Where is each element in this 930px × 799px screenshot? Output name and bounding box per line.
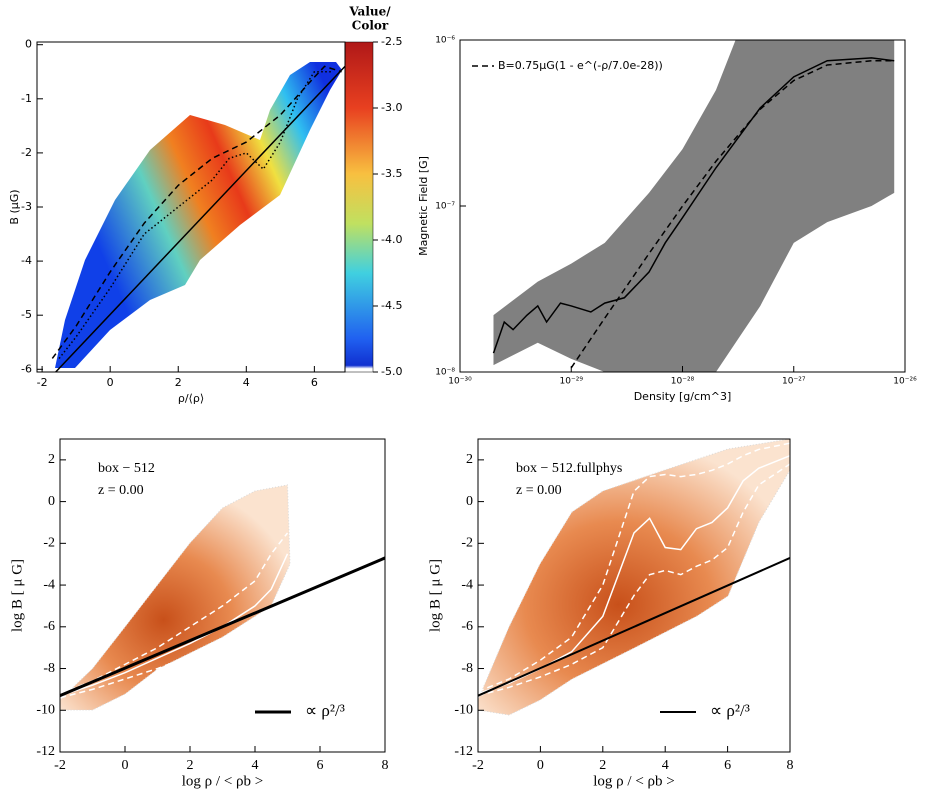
x-axis-label: log ρ / < ρb >	[593, 773, 674, 789]
x-tick-label: 6	[311, 376, 318, 389]
y-tick-label: -4	[461, 577, 473, 592]
series-line	[59, 556, 386, 698]
x-tick-label: 10⁻²⁷	[782, 377, 806, 387]
series-line	[477, 442, 791, 693]
colorbar	[344, 41, 374, 373]
y-tick-label: -2	[21, 146, 32, 159]
y-tick-label: 0	[48, 494, 55, 509]
colorbar-tick-label: -3.5	[381, 167, 402, 180]
annotation: z = 0.00	[516, 483, 562, 498]
colorbar-tick-label: -5.0	[381, 365, 402, 378]
series-line	[477, 557, 791, 697]
y-tick-label: -1	[21, 92, 32, 105]
y-axis-label: Magnetic Field [G]	[417, 156, 430, 256]
x-tick-label: 8	[382, 758, 389, 773]
y-tick-label: -4	[21, 254, 32, 267]
series-line	[58, 71, 332, 359]
x-tick-label: 2	[187, 758, 194, 773]
y-tick-label: 10⁻⁸	[435, 368, 455, 378]
series-line	[492, 57, 895, 354]
y-tick-label: 10⁻⁶	[435, 36, 455, 46]
y-tick-label: -6	[43, 619, 55, 634]
legend-label: ∝ ρ²/³	[305, 701, 345, 720]
legend-label: ∝ ρ²/³	[710, 701, 750, 720]
y-tick-label: -8	[461, 661, 473, 676]
x-tick-label: 10⁻²⁸	[671, 377, 695, 387]
y-tick-label: -10	[36, 702, 55, 717]
x-tick-label: 0	[537, 758, 544, 773]
x-tick-label: 4	[252, 758, 259, 773]
legend-label: B=0.75μG(1 - e^(-ρ/7.0e-28))	[498, 59, 663, 72]
x-tick-label: 4	[662, 758, 669, 773]
y-tick-label: -12	[454, 744, 473, 759]
density-blob	[477, 438, 791, 716]
series-line	[477, 463, 791, 697]
y-tick-label: 0	[25, 38, 32, 51]
y-tick-label: -6	[461, 619, 473, 634]
plot-frame	[59, 438, 386, 753]
colorbar-title: Color	[352, 19, 389, 33]
colorbar-tick-label: -4.5	[381, 299, 402, 312]
x-tick-label: 8	[787, 758, 794, 773]
plot-frame	[477, 438, 791, 753]
x-tick-label: 2	[175, 376, 182, 389]
x-tick-label: 6	[317, 758, 324, 773]
x-tick-label: -2	[472, 758, 484, 773]
y-tick-label: -12	[36, 744, 55, 759]
x-tick-label: 10⁻²⁶	[893, 377, 917, 387]
y-tick-label: -6	[21, 362, 32, 375]
x-tick-label: -2	[54, 758, 66, 773]
y-tick-label: -5	[21, 308, 32, 321]
y-tick-label: 0	[466, 494, 473, 509]
x-tick-label: 10⁻³⁰	[448, 377, 472, 387]
y-tick-label: 10⁻⁷	[435, 202, 455, 212]
x-tick-label: 6	[724, 758, 731, 773]
x-tick-label: 4	[243, 376, 250, 389]
annotation: z = 0.00	[98, 483, 144, 498]
x-tick-label: 0	[122, 758, 129, 773]
series-line	[55, 65, 346, 373]
y-tick-label: -4	[43, 577, 55, 592]
annotation: box − 512	[98, 461, 155, 476]
y-axis-label: B (μG)	[8, 189, 21, 224]
series-line	[59, 553, 289, 697]
x-tick-label: 0	[107, 376, 114, 389]
band	[493, 40, 895, 372]
y-tick-label: 2	[48, 452, 55, 467]
colorbar-title: Value/	[348, 5, 391, 19]
y-tick-label: -2	[461, 536, 473, 551]
y-tick-label: 2	[466, 452, 473, 467]
y-tick-label: -3	[21, 200, 32, 213]
y-tick-label: -10	[454, 702, 473, 717]
x-tick-label: 2	[599, 758, 606, 773]
x-tick-label: 10⁻²⁹	[560, 377, 584, 387]
y-tick-label: -2	[43, 536, 55, 551]
colorbar-tick-label: -3.0	[381, 101, 402, 114]
annotation: box − 512.fullphys	[516, 461, 622, 476]
y-tick-label: -8	[43, 661, 55, 676]
density-blob	[55, 62, 342, 368]
colorbar-tick-label: -4.0	[381, 233, 402, 246]
series-line	[51, 65, 342, 359]
density-blob	[59, 484, 291, 711]
x-axis-label: Density [g/cm^3]	[634, 390, 732, 403]
x-tick-label: -2	[37, 376, 48, 389]
y-axis-label: log B [ μ G]	[427, 559, 443, 632]
y-axis-label: log B [ μ G]	[9, 559, 25, 632]
x-axis-label: log ρ / < ρb >	[182, 773, 263, 789]
colorbar-tick-label: -2.5	[381, 35, 402, 48]
series-line	[59, 580, 289, 699]
x-axis-label: ρ/⟨ρ⟩	[178, 392, 204, 405]
series-line	[570, 59, 895, 369]
